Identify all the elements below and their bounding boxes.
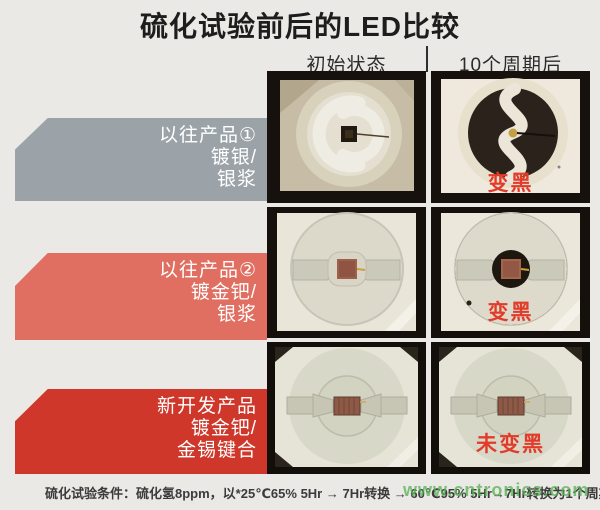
plating-type: 镀金钯/ xyxy=(190,282,257,303)
bonding-type: 银浆 xyxy=(216,169,257,190)
result-badge-not-blackened: 未变黑 xyxy=(476,433,545,456)
product-name: 以往产品② xyxy=(158,260,257,281)
product-name: 以往产品① xyxy=(158,125,257,146)
row-banner-label: 以往产品① 镀银/ 银浆 xyxy=(159,125,257,191)
test-conditions-footnote: 硫化试验条件：硫化氢8ppm，以*25℃65% 5Hr → 7Hr转换 → 60… xyxy=(45,486,600,501)
led-macro-photo-ausn-initial xyxy=(267,342,426,474)
row-banner-label: 新开发产品 镀金钯/ 金锡键合 xyxy=(157,396,257,462)
led-macro-photo-silver-initial xyxy=(267,71,426,203)
led-photo-row2-initial xyxy=(267,207,426,338)
led-macro-photo-ausn-not-blackened xyxy=(431,342,590,474)
plating-type: 镀金钯/ xyxy=(190,418,257,439)
led-photo-row1-initial xyxy=(267,71,426,203)
column-divider-line xyxy=(426,46,428,72)
led-macro-photo-goldpd-blackened xyxy=(431,207,590,338)
row-banner-label: 以往产品② 镀金钯/ 银浆 xyxy=(159,260,257,326)
led-photo-row1-after: 变黑 xyxy=(431,71,590,203)
column-header-after-10-cycles: 10个周期后 xyxy=(458,55,563,76)
row-banner-previous-product-2: 以往产品② 镀金钯/ 银浆 xyxy=(15,253,267,340)
led-macro-photo-silver-blackened xyxy=(431,71,590,203)
bonding-type: 银浆 xyxy=(216,304,257,325)
plating-type: 镀银/ xyxy=(210,147,257,168)
column-header-initial-state: 初始状态 xyxy=(306,55,387,76)
led-photo-row3-after: 未变黑 xyxy=(431,342,590,474)
site-watermark: www.cntronics.com xyxy=(403,480,590,500)
led-photo-row2-after: 变黑 xyxy=(431,207,590,338)
result-badge-turned-black: 变黑 xyxy=(487,172,534,195)
row-banner-previous-product-1: 以往产品① 镀银/ 银浆 xyxy=(15,118,267,201)
led-macro-photo-goldpd-initial xyxy=(267,207,426,338)
product-name: 新开发产品 xyxy=(156,396,257,417)
led-photo-row3-initial xyxy=(267,342,426,474)
result-badge-turned-black: 变黑 xyxy=(487,301,534,324)
bonding-type: 金锡键合 xyxy=(176,440,257,461)
page-title: 硫化试验前后的LED比较 xyxy=(139,11,460,42)
row-banner-new-product: 新开发产品 镀金钯/ 金锡键合 xyxy=(15,389,267,474)
